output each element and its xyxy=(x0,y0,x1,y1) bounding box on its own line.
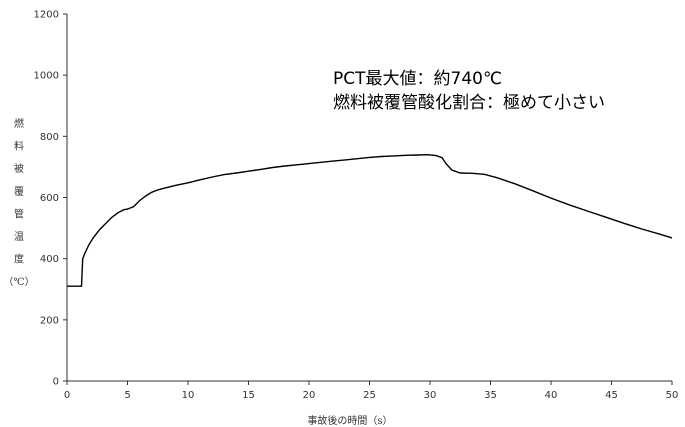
y-axis-label-char: 管 xyxy=(14,207,24,220)
x-tick-label: 40 xyxy=(545,390,558,401)
annotation-oxidation: 燃料被覆管酸化割合：極めて小さい xyxy=(333,93,605,113)
x-tick-label: 5 xyxy=(124,390,130,401)
x-tick-label: 45 xyxy=(605,390,618,401)
y-axis-label-char: 燃 xyxy=(14,117,24,130)
y-tick-label: 200 xyxy=(40,315,59,326)
x-tick-label: 15 xyxy=(242,390,255,401)
x-tick-label: 25 xyxy=(363,390,376,401)
x-tick-label: 0 xyxy=(64,390,70,401)
y-tick-label: 800 xyxy=(40,132,59,143)
y-axis-label-char: 覆 xyxy=(14,186,24,198)
y-tick-label: 0 xyxy=(53,377,59,388)
x-tick-label: 35 xyxy=(484,390,497,401)
y-axis-ticks: 0 200 400 600 800 1000 1200 xyxy=(34,10,67,388)
y-tick-label: 600 xyxy=(40,193,59,204)
y-tick-label: 400 xyxy=(40,254,59,265)
y-axis-label-char: 被 xyxy=(14,162,24,175)
y-tick-label: 1200 xyxy=(34,10,59,21)
x-tick-label: 30 xyxy=(424,390,437,401)
y-axis-label-char: 料 xyxy=(14,140,24,153)
annotation-pct-max: PCT最大値：約740℃ xyxy=(333,69,502,89)
x-axis-ticks: 0 5 10 15 20 25 30 35 40 45 50 xyxy=(64,381,679,401)
y-axis-label-char: 度 xyxy=(14,253,24,266)
y-axis-label-char: 温 xyxy=(14,231,24,243)
x-tick-label: 50 xyxy=(666,390,679,401)
x-tick-label: 10 xyxy=(182,390,195,401)
series-line xyxy=(67,153,673,287)
x-axis-label: 事故後の時間（s） xyxy=(307,414,392,427)
y-axis-label-char: （℃） xyxy=(3,276,34,288)
x-tick-label: 20 xyxy=(303,390,316,401)
y-tick-label: 1000 xyxy=(34,71,59,82)
